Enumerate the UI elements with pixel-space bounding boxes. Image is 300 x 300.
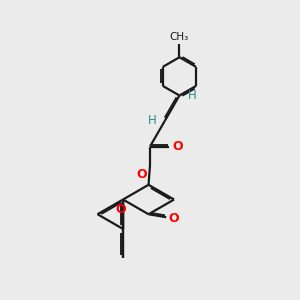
Text: O: O (116, 203, 126, 216)
Text: H: H (148, 114, 157, 127)
Text: O: O (172, 140, 183, 153)
Text: O: O (136, 168, 147, 181)
Text: H: H (188, 89, 197, 102)
Text: O: O (169, 212, 179, 225)
Text: CH₃: CH₃ (170, 32, 189, 42)
